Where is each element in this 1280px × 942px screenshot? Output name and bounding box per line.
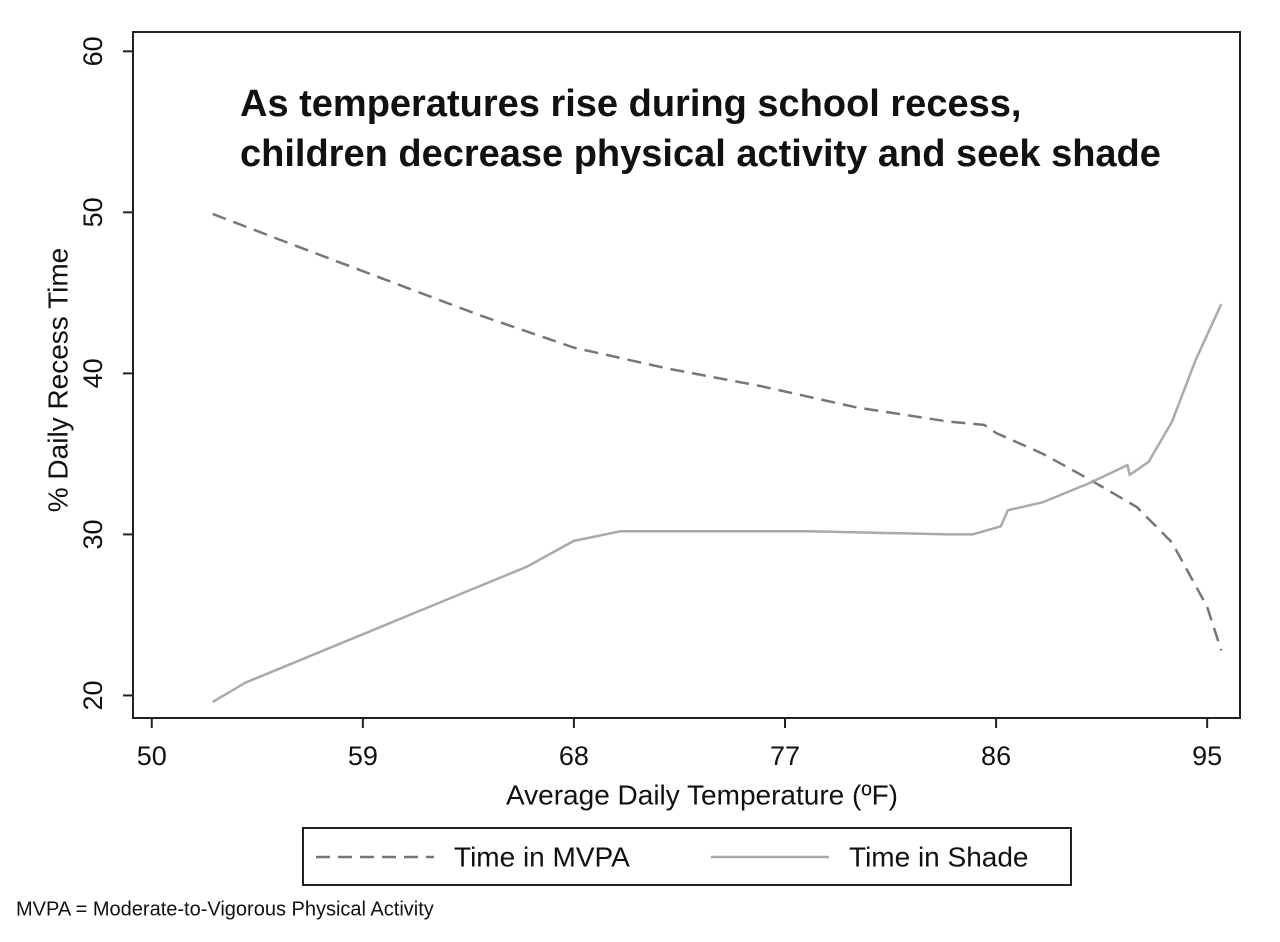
legend-label: Time in Shade bbox=[849, 841, 1029, 872]
x-tick-label: 50 bbox=[137, 741, 167, 771]
data-line bbox=[212, 212, 1223, 651]
y-tick-label: 20 bbox=[78, 680, 108, 710]
footnote: MVPA = Moderate-to-Vigorous Physical Act… bbox=[16, 898, 434, 920]
y-tick-label: 30 bbox=[78, 519, 108, 549]
x-tick-label: 59 bbox=[348, 741, 378, 771]
chart-title: children decrease physical activity and … bbox=[240, 133, 1161, 175]
chart-title: As temperatures rise during school reces… bbox=[240, 83, 1021, 125]
x-tick-label: 95 bbox=[1192, 741, 1222, 771]
legend-label: Time in MVPA bbox=[454, 841, 630, 872]
y-tick-label: 50 bbox=[78, 197, 108, 227]
x-tick-label: 68 bbox=[559, 741, 589, 771]
x-axis-label: Average Daily Temperature (ºF) bbox=[506, 779, 898, 810]
plot-frame bbox=[132, 31, 1241, 719]
legend bbox=[302, 827, 1072, 886]
y-tick-label: 40 bbox=[78, 358, 108, 388]
y-axis-label: % Daily Recess Time bbox=[42, 248, 73, 513]
y-tick-label: 60 bbox=[78, 36, 108, 66]
data-line bbox=[212, 303, 1223, 703]
x-tick-label: 86 bbox=[981, 741, 1011, 771]
x-tick-label: 77 bbox=[770, 741, 800, 771]
